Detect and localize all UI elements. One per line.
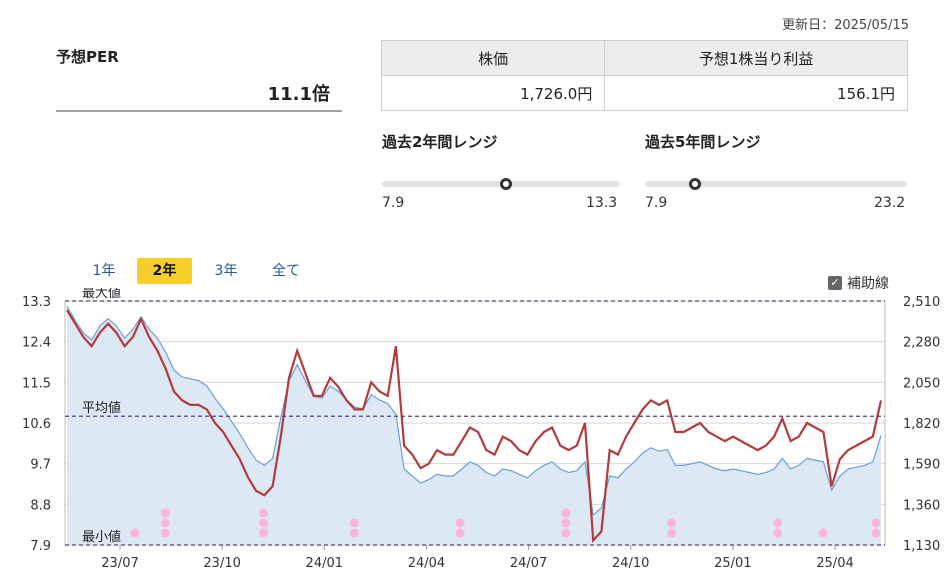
- event-marker: [561, 518, 571, 528]
- eps-value: 156.1円: [604, 75, 908, 111]
- left-tick-label: 11.5: [22, 376, 51, 391]
- tab-2y[interactable]: 2年: [137, 258, 192, 284]
- range-5y-min: 7.9: [645, 195, 668, 211]
- event-marker: [871, 518, 881, 528]
- reference-label: 最小値: [82, 529, 121, 545]
- event-marker: [259, 508, 269, 518]
- range-2y-min: 7.9: [382, 195, 405, 211]
- event-marker: [818, 528, 828, 538]
- per-chart: 13.3 2,510 12.4 2,280 11.5 2,050 10.6 1,820 9.7 1…: [22, 288, 940, 571]
- left-tick-label: 7.9: [30, 539, 51, 554]
- right-tick-label: 2,050: [903, 376, 940, 391]
- left-tick-label: 12.4: [22, 336, 51, 351]
- aux-lines-toggle[interactable]: ✓ 補助線: [828, 273, 889, 293]
- left-tick-label: 8.8: [30, 498, 51, 513]
- event-marker: [773, 528, 783, 538]
- tab-all[interactable]: 全て: [272, 263, 300, 279]
- per-line: [66, 309, 883, 544]
- right-tick-label: 2,510: [903, 295, 940, 310]
- x-tick-label: 25/04: [816, 556, 853, 571]
- event-marker: [259, 528, 269, 538]
- reference-label: 平均値: [82, 400, 121, 416]
- range-2y-track: [382, 178, 620, 190]
- event-marker: [455, 528, 465, 538]
- tab-3y[interactable]: 3年: [214, 263, 238, 279]
- left-tick-label: 9.7: [30, 458, 51, 473]
- x-tick-label: 24/10: [612, 556, 649, 571]
- price-line: [66, 305, 882, 517]
- right-tick-label: 1,590: [903, 458, 940, 473]
- per-divider: [56, 110, 342, 112]
- event-marker: [773, 518, 783, 528]
- event-marker: [561, 528, 571, 538]
- range-2y-max: 13.3: [586, 195, 618, 211]
- aux-lines-label: 補助線: [847, 276, 889, 292]
- price-value: 1,726.0円: [380, 75, 606, 111]
- event-marker: [561, 508, 571, 518]
- x-tick-label: 23/10: [203, 556, 240, 571]
- x-tick-label: 24/07: [510, 556, 547, 571]
- event-marker: [160, 518, 170, 528]
- x-tick-label: 24/01: [306, 556, 343, 571]
- price-eps-table: 株価 予想1株当り利益 1,726.0円 156.1円: [380, 40, 908, 111]
- per-title: 予想PER: [56, 48, 119, 66]
- right-tick-label: 1,360: [903, 498, 940, 513]
- range-2y-marker: [499, 178, 512, 190]
- range-5y-marker: [688, 178, 701, 190]
- range-5y-max: 23.2: [874, 195, 906, 211]
- left-tick-label: 13.3: [22, 295, 51, 310]
- right-tick-label: 2,280: [903, 336, 940, 351]
- range-2y-title: 過去2年間レンジ: [382, 133, 498, 151]
- tab-1y[interactable]: 1年: [92, 263, 116, 279]
- right-tick-label: 1,130: [903, 539, 940, 554]
- event-marker: [349, 528, 359, 538]
- x-tick-label: 23/07: [101, 556, 138, 571]
- event-marker: [160, 528, 170, 538]
- right-tick-label: 1,820: [903, 417, 940, 432]
- update-date: 更新日：2025/05/15: [782, 18, 909, 33]
- event-marker: [259, 518, 269, 528]
- per-value: 11.1倍: [267, 84, 330, 105]
- price-area: [67, 306, 881, 545]
- event-marker: [667, 528, 677, 538]
- eps-header: 予想1株当り利益: [604, 40, 908, 76]
- event-marker: [130, 528, 140, 538]
- reference-label: 最大値: [82, 288, 121, 301]
- checkbox-icon[interactable]: ✓: [828, 276, 842, 290]
- price-header: 株価: [380, 40, 606, 76]
- x-tick-label: 24/04: [408, 556, 445, 571]
- range-5y-title: 過去5年間レンジ: [645, 133, 761, 151]
- event-marker: [871, 528, 881, 538]
- event-marker: [667, 518, 677, 528]
- x-tick-label: 25/01: [714, 556, 751, 571]
- event-marker: [349, 518, 359, 528]
- event-marker: [160, 508, 170, 518]
- event-marker: [455, 518, 465, 528]
- range-5y-track: [645, 178, 907, 190]
- left-tick-label: 10.6: [22, 417, 51, 432]
